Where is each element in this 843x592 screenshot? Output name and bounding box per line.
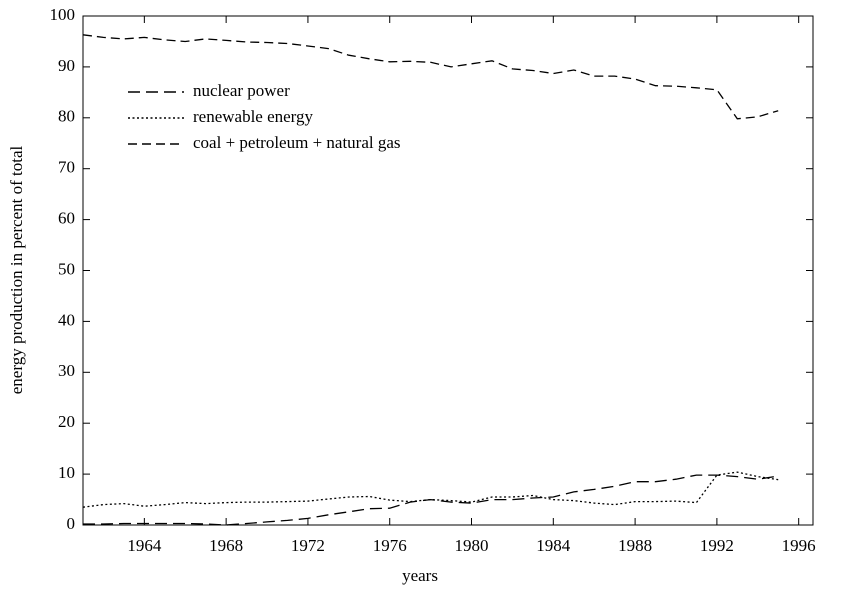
y-axis-label: energy production in percent of total	[7, 145, 26, 394]
legend-label: renewable energy	[193, 107, 314, 126]
x-tick-label: 1976	[373, 536, 407, 555]
y-tick-label: 0	[67, 514, 76, 533]
legend-label: coal + petroleum + natural gas	[193, 133, 401, 152]
y-tick-label: 50	[58, 259, 75, 278]
legend-label: nuclear power	[193, 81, 290, 100]
y-tick-label: 90	[58, 56, 75, 75]
y-tick-label: 80	[58, 107, 75, 126]
series-line	[82, 471, 779, 508]
x-tick-label: 1972	[291, 536, 325, 555]
y-tick-label: 100	[50, 5, 76, 24]
y-tick-label: 10	[58, 463, 75, 482]
x-tick-label: 1980	[455, 536, 489, 555]
x-axis-label: years	[402, 566, 438, 585]
x-tick-label: 1964	[127, 536, 162, 555]
y-tick-label: 30	[58, 361, 75, 380]
series-line	[83, 474, 779, 526]
x-tick-label: 1988	[618, 536, 652, 555]
x-tick-label: 1992	[700, 536, 734, 555]
y-tick-label: 20	[58, 412, 75, 431]
y-tick-label: 60	[58, 209, 75, 228]
y-tick-label: 70	[58, 158, 75, 177]
y-tick-label: 40	[58, 310, 75, 329]
x-tick-label: 1968	[209, 536, 243, 555]
series-line	[82, 34, 779, 120]
x-tick-label: 1984	[536, 536, 571, 555]
x-tick-label: 1996	[782, 536, 816, 555]
